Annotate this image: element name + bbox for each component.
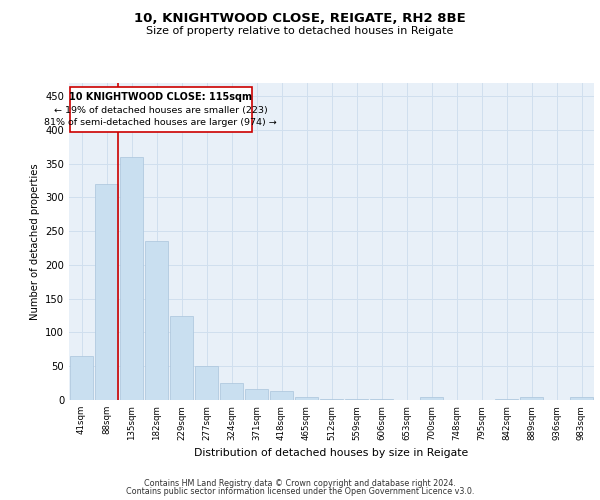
Text: ← 19% of detached houses are smaller (223): ← 19% of detached houses are smaller (22… <box>54 106 268 115</box>
Bar <box>170 316 193 400</box>
Bar <box>320 398 343 400</box>
Bar <box>520 396 543 400</box>
Bar <box>145 242 168 400</box>
Bar <box>120 157 143 400</box>
Bar <box>270 391 293 400</box>
Text: 10, KNIGHTWOOD CLOSE, REIGATE, RH2 8BE: 10, KNIGHTWOOD CLOSE, REIGATE, RH2 8BE <box>134 12 466 26</box>
Text: 81% of semi-detached houses are larger (974) →: 81% of semi-detached houses are larger (… <box>44 118 277 128</box>
Text: Contains HM Land Registry data © Crown copyright and database right 2024.: Contains HM Land Registry data © Crown c… <box>144 478 456 488</box>
Text: Size of property relative to detached houses in Reigate: Size of property relative to detached ho… <box>146 26 454 36</box>
Bar <box>220 383 243 400</box>
Bar <box>95 184 118 400</box>
FancyBboxPatch shape <box>70 87 251 132</box>
Bar <box>420 398 443 400</box>
Bar <box>495 398 518 400</box>
Bar <box>295 396 318 400</box>
Bar <box>245 389 268 400</box>
Bar <box>70 356 93 400</box>
Bar <box>570 398 593 400</box>
Bar <box>195 366 218 400</box>
Y-axis label: Number of detached properties: Number of detached properties <box>29 163 40 320</box>
X-axis label: Distribution of detached houses by size in Reigate: Distribution of detached houses by size … <box>194 448 469 458</box>
Text: Contains public sector information licensed under the Open Government Licence v3: Contains public sector information licen… <box>126 487 474 496</box>
Text: 10 KNIGHTWOOD CLOSE: 115sqm: 10 KNIGHTWOOD CLOSE: 115sqm <box>70 92 253 102</box>
